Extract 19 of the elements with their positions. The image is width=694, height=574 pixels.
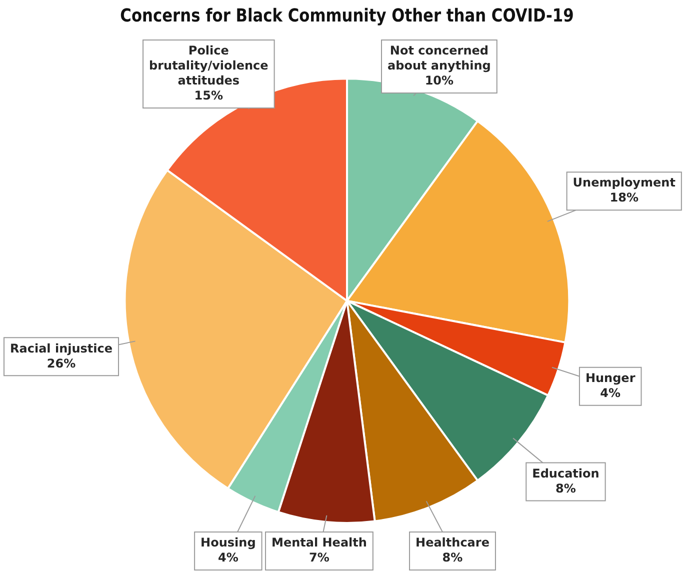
slice-label: Racial injustice: [10, 341, 113, 356]
data-label: 8%: [556, 481, 576, 496]
data-label: 4%: [218, 550, 238, 565]
slice-label: Not concerned about anything: [388, 44, 491, 73]
slice-label: Mental Health: [272, 536, 367, 550]
data-label: 4%: [600, 386, 621, 400]
data-label: 7%: [309, 550, 330, 565]
data-label: 15%: [194, 88, 224, 103]
slice-label: Housing: [200, 536, 256, 550]
data-label: 26%: [46, 356, 76, 370]
slice-label: Police brutality/violence attitudes: [149, 44, 268, 88]
data-label: 18%: [610, 190, 638, 205]
slice-label: Hunger: [585, 370, 636, 385]
slice-label: Education: [532, 466, 600, 480]
slice-label: Healthcare: [416, 536, 490, 550]
chart-title: Concerns for Black Community Other than COVID-19: [120, 4, 574, 26]
data-label: 8%: [442, 550, 463, 565]
data-label: 10%: [424, 74, 454, 88]
slice-label: Unemployment: [572, 176, 676, 190]
